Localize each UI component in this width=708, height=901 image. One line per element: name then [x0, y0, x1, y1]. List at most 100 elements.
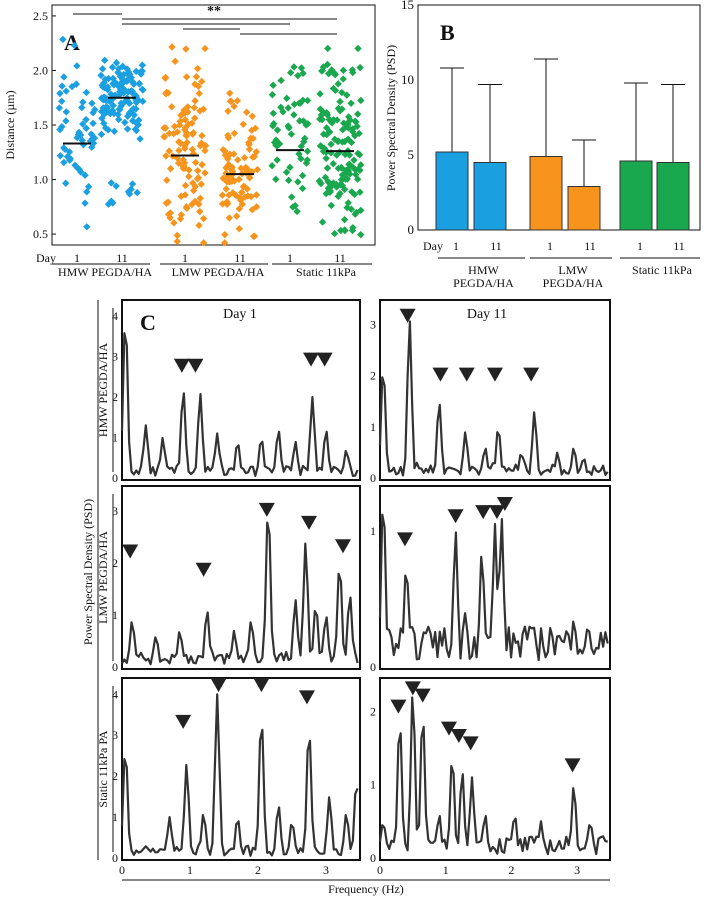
data-point: [354, 44, 362, 53]
data-point: [227, 97, 235, 106]
data-point: [322, 124, 331, 132]
data-point: [184, 108, 192, 116]
panel-a-ytick-label: 2.5: [33, 9, 48, 23]
peak-marker: [496, 496, 513, 511]
data-point: [132, 119, 140, 127]
data-point: [347, 138, 356, 147]
data-point: [118, 75, 127, 83]
data-point: [110, 127, 119, 135]
data-point: [89, 119, 97, 128]
data-point: [331, 86, 340, 94]
psd-ytick-label: 0: [112, 471, 118, 485]
data-point: [297, 64, 306, 72]
data-point: [190, 103, 198, 112]
data-point: [181, 191, 189, 199]
psd-subplot-frame: [379, 299, 611, 481]
data-point: [56, 89, 64, 98]
data-point: [82, 88, 91, 97]
data-point: [108, 63, 117, 71]
significance-label: **: [207, 4, 221, 19]
data-point: [160, 124, 168, 132]
data-point: [351, 210, 359, 218]
data-point: [62, 179, 70, 187]
psd-trace: [378, 513, 609, 662]
data-point: [235, 225, 243, 233]
data-point: [245, 140, 253, 149]
data-point: [343, 175, 351, 183]
peak-marker: [399, 308, 416, 323]
data-point: [327, 201, 335, 210]
data-point: [62, 87, 70, 95]
data-point: [343, 91, 351, 99]
data-point: [273, 126, 282, 134]
data-point: [116, 85, 125, 93]
peak-marker: [298, 690, 315, 705]
data-point: [108, 199, 117, 207]
data-point: [189, 129, 198, 137]
panel-a-xtick-label: 1: [74, 251, 80, 265]
panel-c-row-label: LMW PEGDA/HA: [96, 531, 110, 624]
panel-b-ytick-label: 0: [408, 222, 415, 237]
data-point: [171, 57, 179, 66]
data-point: [252, 191, 261, 199]
peak-marker: [390, 699, 407, 714]
data-point: [196, 207, 204, 216]
psd-subplot-frame: [121, 677, 361, 861]
data-point: [170, 219, 178, 227]
panel-b-ytick-label: 10: [401, 72, 414, 87]
data-point: [125, 70, 134, 78]
data-point: [322, 154, 330, 162]
panel-c-row-label: HMW PEGDA/HA: [96, 343, 110, 437]
data-point: [190, 114, 199, 122]
data-point: [226, 89, 234, 97]
data-point: [316, 142, 325, 150]
psd-ytick-label: 0: [112, 851, 118, 865]
psd-ytick-label: 2: [112, 556, 118, 570]
data-point: [182, 129, 191, 137]
data-point: [161, 74, 169, 82]
data-point: [58, 123, 66, 131]
psd-xtick-label: 0: [119, 863, 125, 877]
data-point: [282, 168, 291, 176]
psd-trace: [121, 521, 359, 666]
data-point: [318, 67, 327, 75]
data-point: [273, 156, 281, 164]
bar: [567, 186, 601, 231]
data-point: [188, 200, 196, 209]
data-point: [357, 206, 365, 215]
data-point: [175, 146, 183, 155]
psd-ytick-label: 1: [370, 420, 376, 434]
data-point: [249, 134, 257, 143]
data-point: [199, 214, 208, 223]
data-point: [194, 167, 202, 175]
data-point: [114, 110, 122, 119]
data-point: [60, 158, 68, 167]
data-point: [128, 180, 137, 188]
panel-b-group-label: PEGDA/HA: [453, 276, 514, 290]
bar: [656, 162, 690, 231]
data-point: [125, 99, 134, 108]
data-point: [233, 97, 242, 105]
psd-ytick-label: 1: [112, 608, 118, 622]
data-point: [355, 151, 364, 159]
panel-b-ytick-label: 5: [408, 147, 415, 162]
data-point: [222, 169, 230, 177]
data-point: [356, 63, 364, 72]
data-point: [348, 66, 357, 74]
data-point: [163, 176, 171, 184]
psd-trace: [120, 693, 359, 857]
data-point: [118, 62, 127, 71]
data-point: [297, 142, 306, 150]
data-point: [198, 77, 206, 86]
data-point: [234, 156, 242, 164]
data-point: [334, 137, 342, 146]
data-point: [343, 203, 351, 212]
psd-trace: [120, 332, 359, 477]
panel-b-xtick-label: 11: [584, 239, 596, 253]
bar: [473, 162, 507, 231]
peak-marker: [488, 505, 505, 520]
panel-a-xtick-label: 11: [116, 251, 128, 265]
panel-b-group-label: HMW: [468, 263, 499, 277]
data-point: [173, 237, 181, 246]
panel-a-group-label: HMW PEGDA/HA: [58, 265, 152, 279]
